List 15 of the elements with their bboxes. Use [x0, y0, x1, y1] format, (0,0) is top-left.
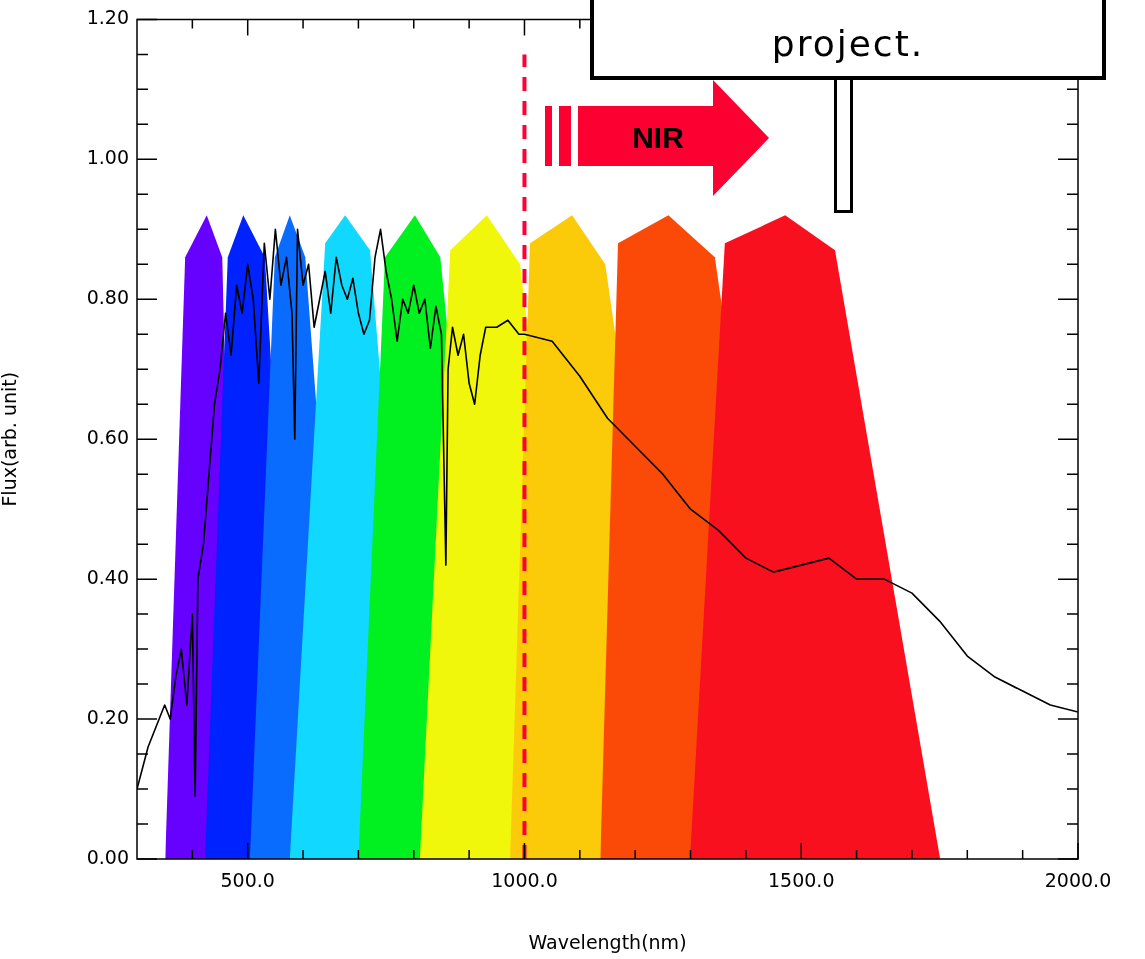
y-tick-label: 0.00 [86, 845, 129, 868]
x-tick-label: 1500.0 [767, 869, 835, 892]
x-tick-label: 500.0 [220, 869, 275, 892]
y-tick-label: 0.80 [86, 286, 129, 309]
x-axis-title: Wavelength(nm) [528, 930, 687, 953]
y-tick-label: 0.40 [86, 566, 129, 589]
y-tick-label: 0.60 [86, 426, 129, 449]
x-tick-label: 1000.0 [491, 869, 558, 892]
annotation: NIR [631, 120, 685, 156]
x-tick-label: 2000.0 [1044, 869, 1112, 892]
y-axis-title: Flux(arb. unit) [0, 371, 21, 507]
y-tick-label: 1.20 [86, 6, 129, 29]
annotation: project. [771, 23, 925, 64]
y-tick-label: 0.20 [86, 706, 129, 728]
y-tick-label: 1.00 [86, 146, 129, 169]
